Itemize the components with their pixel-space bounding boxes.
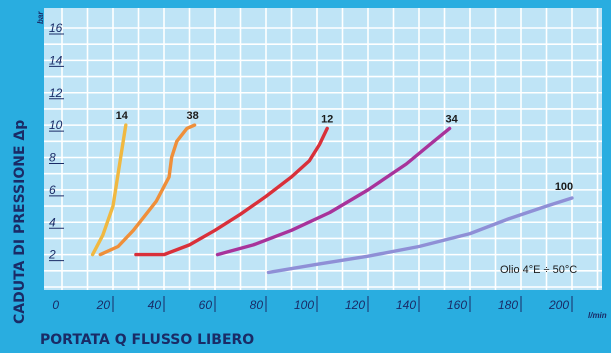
- x-unit-label: l/min: [588, 311, 607, 320]
- y-tick-label: 10: [49, 118, 63, 132]
- series-line-12: [134, 126, 329, 257]
- x-tick-label: 80: [250, 298, 264, 312]
- x-tick-label: 60: [199, 298, 213, 312]
- y-tick-label: 6: [49, 183, 56, 197]
- series-label-100: 100: [555, 181, 573, 193]
- y-tick-label: 8: [49, 151, 56, 165]
- series-line-38: [98, 123, 197, 257]
- oil-condition-note: Olio 4°E ÷ 50°C: [500, 264, 577, 276]
- plot-area: [44, 8, 602, 290]
- series-label-14: 14: [116, 110, 129, 122]
- series-label-38: 38: [186, 110, 198, 122]
- y-axis-title: CADUTA DI PRESSIONE Δp: [12, 120, 28, 324]
- x-tick-label: 200: [548, 298, 569, 312]
- y-tick-label: 2: [48, 248, 56, 262]
- y-tick-label: 4: [49, 215, 56, 229]
- series-label-12: 12: [321, 113, 333, 125]
- x-tick-label: 160: [447, 298, 467, 312]
- x-tick-labels: 0 20 40 60 80 100 120 140 160 180 200: [52, 296, 573, 312]
- series-line-14: [90, 123, 128, 257]
- series-line-34: [215, 126, 452, 257]
- series-lines: [90, 123, 574, 275]
- y-tick-label: 14: [49, 53, 63, 67]
- series-line-100: [266, 196, 574, 275]
- x-axis-title: PORTATA Q FLUSSO LIBERO: [40, 332, 254, 348]
- y-tick-label: 12: [49, 86, 63, 100]
- x-tick-label: 100: [294, 298, 314, 312]
- x-tick-label: 20: [96, 298, 111, 312]
- y-unit-label: bar: [36, 11, 45, 24]
- x-tick-label: 0: [52, 298, 59, 312]
- x-tick-label: 120: [345, 298, 365, 312]
- y-tick-labels: 2 4 6 8 10 12 14 16: [48, 21, 64, 262]
- series-label-34: 34: [445, 113, 458, 125]
- series-labels: 14 38 12 34 100: [116, 110, 574, 193]
- x-tick-label: 180: [498, 298, 518, 312]
- x-tick-label: 40: [148, 298, 162, 312]
- x-tick-label: 140: [396, 298, 416, 312]
- y-tick-label: 16: [49, 21, 63, 35]
